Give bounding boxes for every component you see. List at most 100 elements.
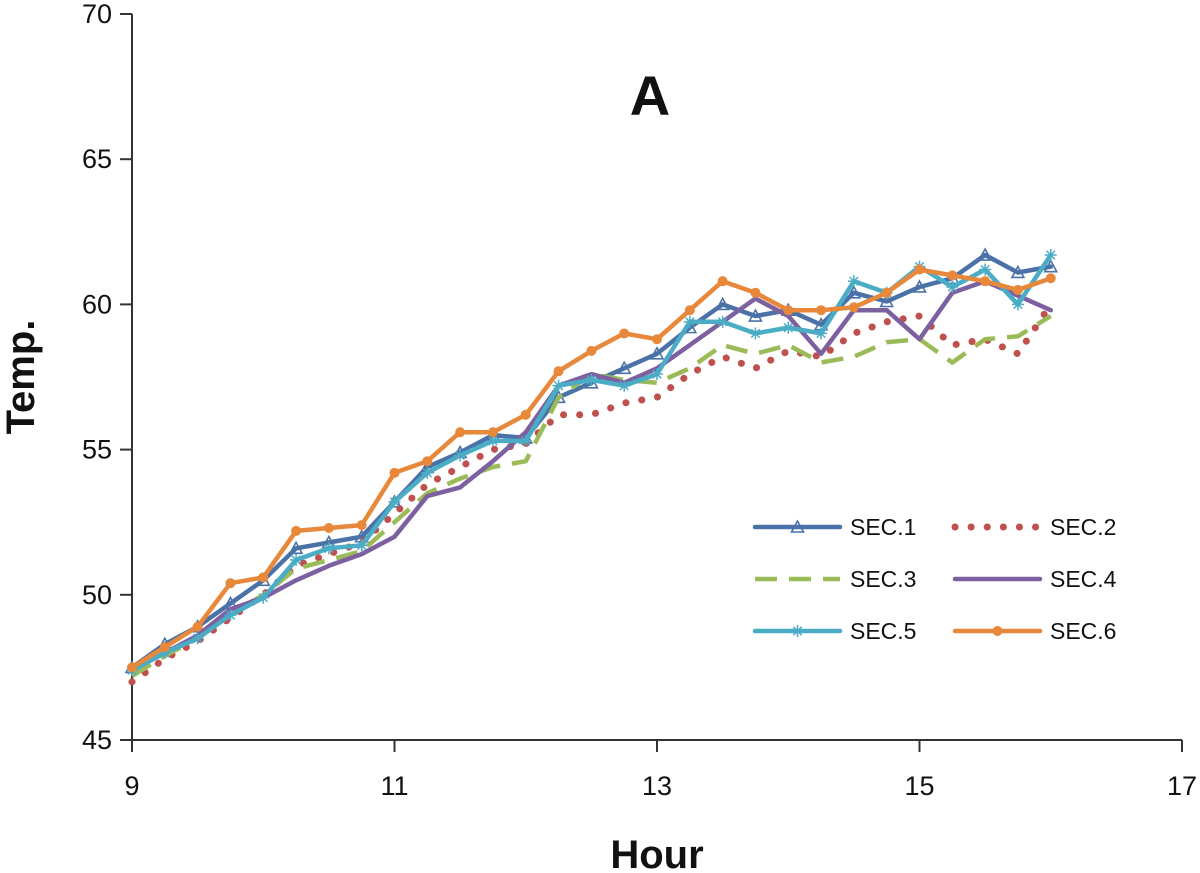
- legend: SEC.1 SEC.2 SEC.3 SEC.4 SEC.5 SEC.6: [752, 514, 1117, 644]
- data-point-marker-stroke: [324, 543, 334, 554]
- data-point-marker-stroke: [258, 592, 268, 603]
- y-tick-label: 55: [82, 435, 112, 465]
- y-tick-label: 50: [82, 580, 112, 610]
- data-point-marker: [454, 449, 467, 462]
- legend-marker-stroke: [792, 626, 803, 636]
- data-point-marker-stroke: [521, 436, 531, 446]
- legend-label: SEC.1: [850, 514, 916, 540]
- data-point-marker: [715, 296, 730, 311]
- axes: 45 50 55 60 65 70 9 11 13 15 17: [82, 0, 1197, 801]
- data-point-marker: [619, 328, 630, 339]
- series-sec1: [124, 247, 1059, 674]
- data-point-marker-stroke: [947, 282, 958, 292]
- legend-label: SEC.5: [850, 618, 916, 644]
- data-point-marker: [914, 264, 925, 275]
- data-point-marker-stroke: [685, 317, 695, 327]
- data-point-marker: [519, 434, 532, 447]
- legend-item-sec3: SEC.3: [755, 566, 916, 592]
- legend-item-sec2: SEC.2: [951, 514, 1116, 540]
- data-point-marker: [323, 523, 334, 534]
- data-point-marker: [946, 280, 959, 293]
- y-tick-label: 70: [82, 0, 112, 29]
- data-point-marker-stroke: [750, 328, 761, 339]
- data-point-marker: [912, 279, 927, 293]
- data-point-marker: [159, 642, 170, 653]
- data-point-marker-stroke: [455, 450, 465, 461]
- series-sec6: [127, 264, 1056, 673]
- data-point-marker-stroke: [586, 375, 597, 385]
- data-point-marker: [1044, 249, 1057, 262]
- data-point-marker: [652, 334, 662, 345]
- data-point-marker-stroke: [389, 497, 400, 507]
- data-point-marker: [322, 542, 335, 555]
- data-point-marker: [815, 327, 828, 340]
- legend-label: SEC.3: [850, 566, 916, 592]
- legend-item-sec1: SEC.1: [752, 514, 916, 540]
- data-point-marker-stroke: [849, 276, 859, 286]
- data-point-marker: [749, 327, 762, 340]
- data-point-marker: [616, 360, 632, 375]
- data-point-marker-stroke: [783, 322, 793, 333]
- data-point-marker: [979, 263, 992, 276]
- data-point-marker: [388, 495, 401, 508]
- data-point-marker: [1010, 264, 1026, 279]
- data-point-marker: [716, 315, 729, 328]
- legend-label: SEC.2: [1050, 514, 1116, 540]
- data-point-marker: [684, 305, 695, 316]
- data-point-marker: [487, 427, 498, 438]
- legend-item-sec4: SEC.4: [952, 566, 1117, 592]
- data-point-marker: [422, 456, 433, 467]
- data-point-marker: [586, 345, 597, 356]
- data-point-marker: [455, 427, 466, 438]
- panel-label: A: [630, 64, 670, 127]
- data-point-marker: [258, 572, 269, 583]
- data-point-marker-stroke: [356, 540, 367, 551]
- y-tick-label: 45: [82, 725, 112, 755]
- x-tick-label: 11: [380, 771, 408, 801]
- data-point-marker-stroke: [422, 468, 433, 478]
- x-axis-title: Hour: [610, 833, 703, 873]
- legend-item-sec5: SEC.5: [752, 618, 916, 644]
- x-tick-label: 13: [642, 771, 672, 801]
- data-point-marker: [651, 368, 663, 381]
- data-point-marker: [290, 553, 303, 566]
- data-point-marker: [980, 276, 991, 287]
- data-point-marker: [748, 308, 763, 322]
- series-line-sec1: [129, 252, 1054, 670]
- data-point-marker: [291, 525, 302, 536]
- data-point-marker: [486, 434, 499, 447]
- data-point-marker-stroke: [717, 317, 728, 327]
- data-point-marker-stroke: [291, 555, 301, 565]
- data-point-marker-stroke: [488, 436, 498, 446]
- data-point-marker-stroke: [1013, 299, 1023, 310]
- legend-label: SEC.6: [1050, 618, 1116, 644]
- legend-item-sec6: SEC.6: [952, 618, 1116, 644]
- data-point-marker: [356, 520, 367, 531]
- data-point-marker-stroke: [192, 633, 203, 644]
- data-point-marker: [783, 305, 794, 316]
- data-point-marker-stroke: [816, 328, 826, 339]
- data-point-marker: [421, 466, 434, 479]
- data-point-marker: [1043, 258, 1059, 273]
- data-point-marker: [191, 632, 204, 645]
- data-point-marker: [683, 315, 696, 328]
- series-line-sec3: [130, 314, 1052, 679]
- series-sec4: [129, 278, 1054, 673]
- legend-label: SEC.4: [1050, 566, 1117, 592]
- data-point-marker: [127, 662, 137, 673]
- y-tick-label: 65: [82, 144, 112, 174]
- data-point-marker-stroke: [652, 369, 662, 379]
- data-point-marker: [847, 275, 860, 288]
- data-point-marker-stroke: [980, 264, 990, 275]
- data-point-marker: [552, 379, 565, 392]
- legend-marker: [992, 626, 1003, 636]
- data-point-marker: [389, 467, 400, 478]
- legend-marker: [791, 625, 804, 637]
- data-point-marker-stroke: [619, 380, 629, 391]
- data-point-marker: [717, 276, 728, 287]
- data-point-marker: [947, 270, 958, 281]
- data-point-marker: [1045, 273, 1056, 284]
- data-point-marker: [782, 321, 795, 334]
- data-point-marker-stroke: [553, 380, 564, 391]
